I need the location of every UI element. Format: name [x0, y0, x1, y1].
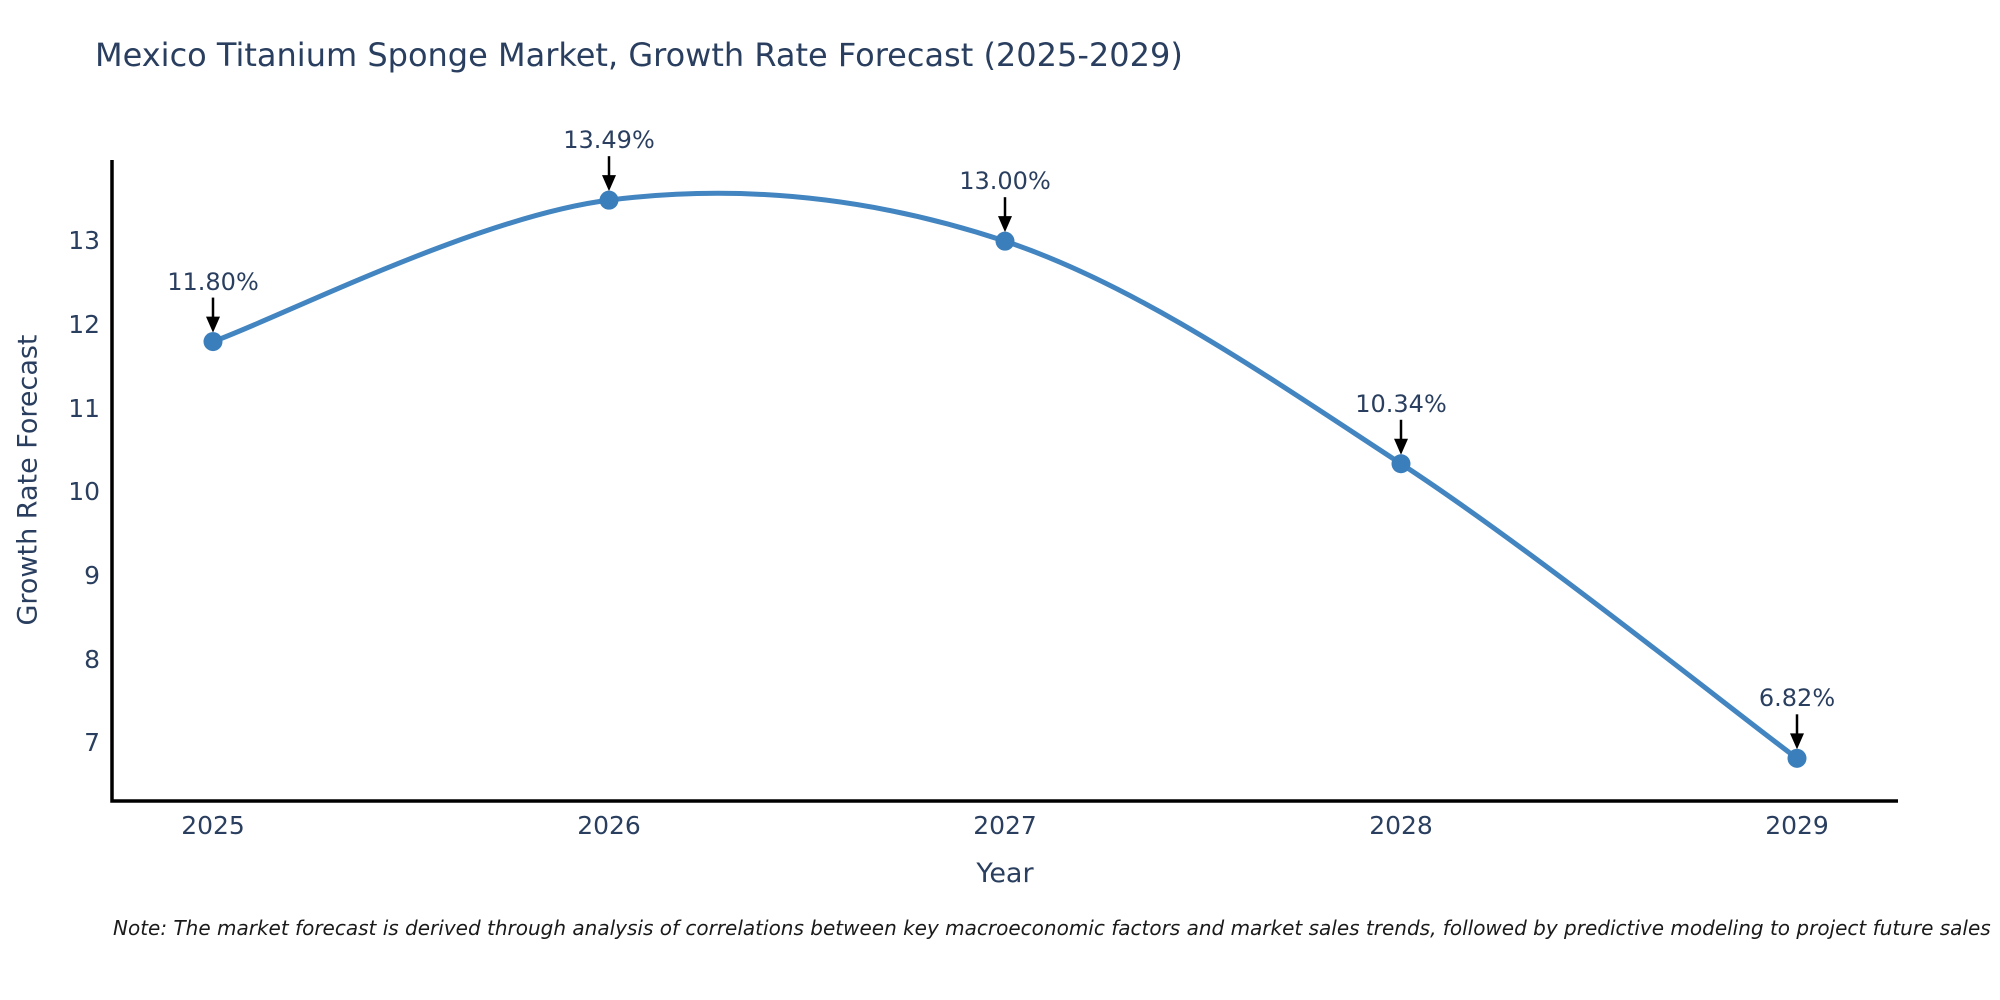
point-value-label: 13.49%: [563, 126, 655, 155]
x-tick-label: 2026: [577, 811, 641, 840]
point-value-label: 10.34%: [1355, 389, 1447, 418]
data-point-marker: [1787, 748, 1807, 768]
data-point-marker: [203, 332, 223, 352]
y-tick-label: 10: [68, 477, 100, 507]
x-tick-label: 2029: [1765, 811, 1829, 840]
data-point-marker: [599, 190, 619, 210]
data-point-marker: [1391, 454, 1411, 474]
footnote: Note: The market forecast is derived thr…: [113, 916, 1991, 940]
x-tick-label: 2028: [1369, 811, 1433, 840]
annotation-arrow-head: [998, 216, 1012, 233]
point-value-label: 11.80%: [167, 267, 259, 296]
x-tick-label: 2027: [973, 811, 1037, 840]
y-tick-label: 9: [84, 560, 100, 590]
point-value-label: 6.82%: [1758, 684, 1836, 713]
y-tick-label: 12: [68, 309, 100, 339]
data-point-marker: [995, 231, 1015, 251]
forecast-line: [210, 190, 1800, 761]
x-axis-title: Year: [976, 858, 1034, 889]
annotation-arrow-head: [206, 316, 220, 333]
y-tick-label: 8: [84, 644, 100, 674]
annotation-arrow-head: [602, 175, 616, 192]
annotation-arrow-head: [1394, 438, 1408, 455]
annotation-arrow-head: [1790, 733, 1804, 750]
x-tick-label: 2025: [181, 811, 245, 840]
y-tick-label: 7: [84, 728, 100, 758]
axis-spines: [110, 160, 1898, 803]
point-value-label: 13.00%: [959, 167, 1051, 196]
chart-title: Mexico Titanium Sponge Market, Growth Ra…: [95, 36, 1183, 74]
y-tick-label: 13: [68, 226, 100, 256]
y-tick-label: 11: [68, 393, 100, 423]
